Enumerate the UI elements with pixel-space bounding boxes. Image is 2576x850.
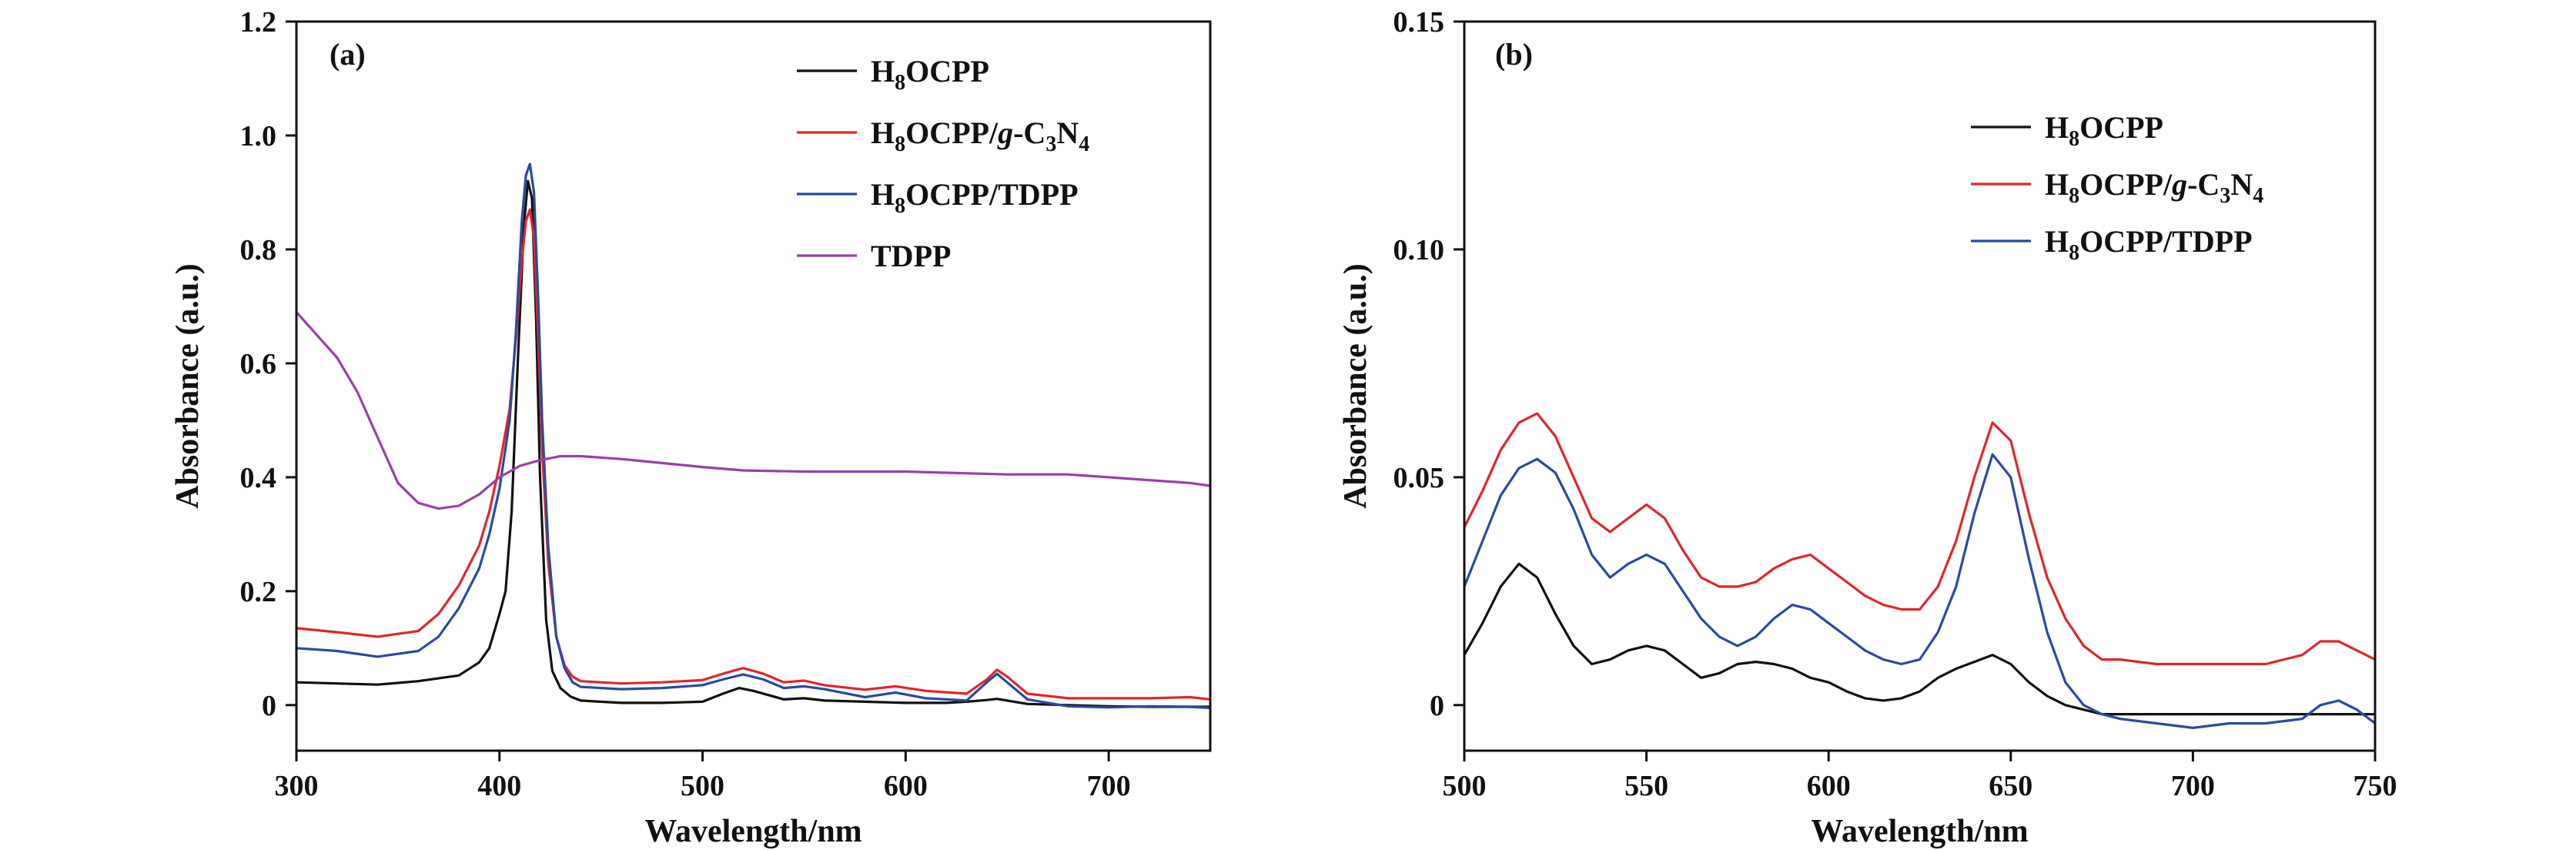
x-tick-label: 750 <box>2354 770 2397 802</box>
series-line-2 <box>1463 453 2376 730</box>
legend: H8OCPP H8OCPP/g-C3N4 H8OCPP/TDPP TDPP <box>797 54 1089 273</box>
y-tick-label: 0.05 <box>1393 462 1445 494</box>
legend-entry-label: H8OCPP <box>2045 110 2163 151</box>
panel-a-absorbance-chart: 300 400 500 600 700 0 0.2 0.4 0.6 0.8 1.0 1.2 Wavele… <box>170 6 1212 849</box>
y-axis-label: Absorbance (a.u.) <box>1338 263 1373 509</box>
y-axis-label: Absorbance (a.u.) <box>170 263 206 509</box>
x-tick-label: 700 <box>2171 770 2215 802</box>
panel-label: (b) <box>1495 37 1533 72</box>
x-tick-label: 500 <box>1443 770 1487 802</box>
series-line-1 <box>1463 412 2376 666</box>
legend: H8OCPP H8OCPP/g-C3N4 H8OCPP/TDPP <box>1971 110 2263 265</box>
plot-frame <box>1463 20 2377 752</box>
y-tick-label: 0 <box>1430 690 1444 722</box>
y-tick-label: 0.10 <box>1393 234 1445 266</box>
legend-entry-label: TDPP <box>871 239 951 273</box>
x-tick-label: 700 <box>1087 770 1131 802</box>
series-line-1 <box>296 208 1211 701</box>
y-tick-label: 1.0 <box>240 120 277 152</box>
x-tick-label: 500 <box>681 770 724 802</box>
x-axis-label: Wavelength/nm <box>1811 814 2028 849</box>
x-tick-label: 600 <box>884 770 928 802</box>
series-line-0 <box>1463 562 2375 716</box>
legend-entry-label: H8OCPP <box>871 54 989 95</box>
legend-entry-label: H8OCPP/g-C3N4 <box>871 115 1089 156</box>
plot-frame <box>295 20 1212 752</box>
x-tick-label: 650 <box>1989 770 2032 802</box>
y-tick-label: 1.2 <box>240 6 277 38</box>
x-tick-label: 400 <box>477 770 521 802</box>
y-tick-label: 0.15 <box>1393 6 1445 38</box>
y-tick-label: 0.2 <box>240 576 277 608</box>
series-line-0 <box>296 179 1210 708</box>
panel-label: (a) <box>330 37 366 72</box>
legend-entry-label: H8OCPP/TDPP <box>871 177 1079 218</box>
legend-entry-label: H8OCPP/TDPP <box>2045 224 2253 265</box>
x-axis-label: Wavelength/nm <box>644 814 861 849</box>
series-line-2 <box>296 162 1211 710</box>
x-tick-label: 300 <box>275 770 319 802</box>
x-tick-label: 600 <box>1807 770 1851 802</box>
x-tick-label: 550 <box>1624 770 1668 802</box>
y-tick-label: 0.4 <box>240 462 277 494</box>
series-line-3 <box>295 311 1211 510</box>
y-tick-label: 0 <box>262 690 276 722</box>
legend-entry-label: H8OCPP/g-C3N4 <box>2045 167 2263 208</box>
y-tick-label: 0.8 <box>240 234 277 266</box>
y-tick-label: 0.6 <box>240 348 277 380</box>
panel-b-absorbance-chart: 500 550 600 650 700 750 0 0.05 0.10 0.15 Wavelengt… <box>1338 6 2397 849</box>
